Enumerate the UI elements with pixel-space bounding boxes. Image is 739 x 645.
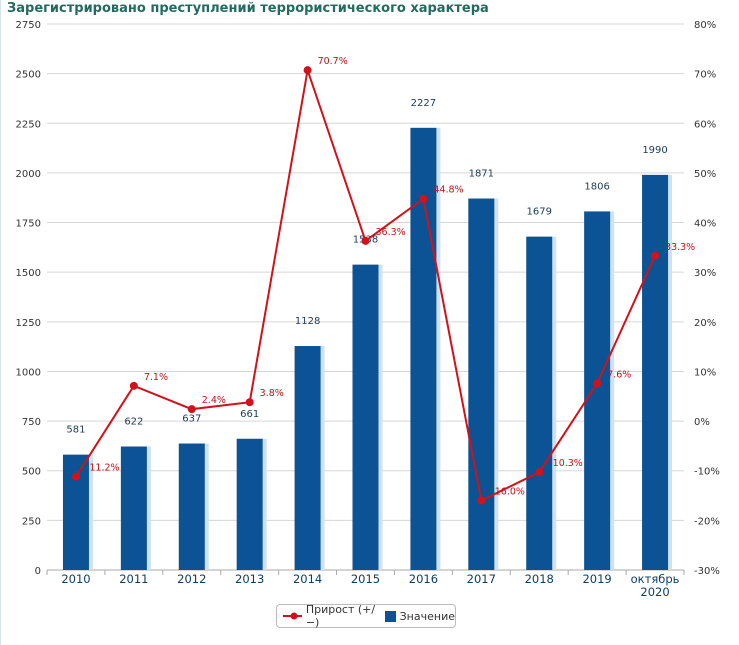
bar-value-label: 1679 <box>527 207 552 218</box>
bar-swatch-icon <box>384 610 396 622</box>
y-left-tick-label: 2000 <box>16 169 41 180</box>
y-left-tick-label: 2750 <box>16 20 41 31</box>
growth-value-label: 70.7% <box>318 56 348 67</box>
x-tick-label: 2014 <box>293 572 322 586</box>
bar-value-label: 622 <box>124 417 143 428</box>
x-tick-label: 2018 <box>525 572 554 586</box>
x-tick-label: 2011 <box>119 572 148 586</box>
y-right-tick-label: -30% <box>694 566 720 577</box>
growth-point <box>303 66 312 75</box>
bar <box>178 443 205 570</box>
bar <box>352 264 379 570</box>
x-tick-label: 2019 <box>582 572 611 586</box>
legend-item-value[interactable]: Значение <box>384 609 455 623</box>
bar-value-label: 2227 <box>411 98 436 109</box>
growth-value-label: 3.8% <box>260 388 284 399</box>
growth-point <box>361 236 370 245</box>
y-right-tick-label: 40% <box>694 219 716 230</box>
y-right-tick-label: 60% <box>694 119 716 130</box>
bar <box>294 346 321 570</box>
y-left-tick-label: 2250 <box>16 119 41 130</box>
growth-point <box>419 194 428 203</box>
growth-value-label: 36.3% <box>376 227 406 238</box>
y-left-tick-label: 1750 <box>16 219 41 230</box>
x-tick-label: октябрь 2020 <box>631 572 680 599</box>
bar <box>120 446 147 570</box>
growth-value-label: 7.1% <box>144 372 168 383</box>
y-right-tick-label: 70% <box>694 70 716 81</box>
bar <box>468 198 495 570</box>
bar-value-label: 1990 <box>642 145 667 156</box>
chart-title: Зарегистрировано преступлений террористи… <box>7 1 489 16</box>
growth-point <box>477 496 486 505</box>
x-tick-label: 2017 <box>467 572 496 586</box>
growth-value-label: -16.0% <box>491 487 525 498</box>
bar <box>642 174 669 571</box>
bar-value-label: 1128 <box>295 316 320 327</box>
growth-value-label: 44.8% <box>433 185 463 196</box>
legend-label-value: Значение <box>399 609 455 623</box>
legend: Прирост (+/−) Значение <box>276 603 456 629</box>
growth-point <box>187 405 196 414</box>
y-right-tick-label: 20% <box>694 318 716 329</box>
growth-point <box>593 379 602 388</box>
bar-value-label: 1806 <box>584 181 609 192</box>
y-left-tick-label: 250 <box>22 516 41 527</box>
y-left-tick-label: 500 <box>22 467 41 478</box>
x-tick-label: 2016 <box>409 572 438 586</box>
y-right-tick-label: 0% <box>694 417 710 428</box>
y-left-tick-label: 1000 <box>16 367 41 378</box>
y-left-tick-label: 1250 <box>16 318 41 329</box>
bar <box>236 438 263 570</box>
bar-value-label: 661 <box>240 409 259 420</box>
y-right-tick-label: -10% <box>694 467 720 478</box>
y-left-tick-label: 0 <box>35 566 41 577</box>
bar-value-label: 1871 <box>469 169 494 180</box>
x-tick-label: 2010 <box>61 572 90 586</box>
line-marker-icon <box>283 612 302 620</box>
growth-point <box>651 251 660 260</box>
growth-value-label: 2.4% <box>202 395 226 406</box>
y-right-tick-label: 50% <box>694 169 716 180</box>
growth-value-label: 7.6% <box>607 369 631 380</box>
y-right-tick-label: 10% <box>694 367 716 378</box>
growth-value-label: 33.3% <box>665 242 695 253</box>
y-right-tick-label: 80% <box>694 20 716 31</box>
growth-point <box>71 472 80 481</box>
y-right-tick-label: -20% <box>694 516 720 527</box>
bar <box>526 236 553 570</box>
bar <box>584 211 611 570</box>
growth-point <box>129 381 138 390</box>
bar-value-label: 637 <box>182 414 201 425</box>
legend-item-growth[interactable]: Прирост (+/−) <box>283 603 377 629</box>
growth-point <box>535 468 544 477</box>
growth-point <box>245 398 254 407</box>
x-tick-label: 2015 <box>351 572 380 586</box>
x-tick-label: 2013 <box>235 572 264 586</box>
y-left-tick-label: 1500 <box>16 268 41 279</box>
y-right-tick-label: 30% <box>694 268 716 279</box>
y-left-tick-label: 750 <box>22 417 41 428</box>
y-left-tick-label: 2500 <box>16 70 41 81</box>
legend-label-growth: Прирост (+/−) <box>305 603 376 629</box>
growth-value-label: -11.2% <box>86 463 120 474</box>
x-tick-label: 2012 <box>177 572 206 586</box>
bar-value-label: 581 <box>66 425 85 436</box>
growth-value-label: -10.3% <box>549 458 583 469</box>
